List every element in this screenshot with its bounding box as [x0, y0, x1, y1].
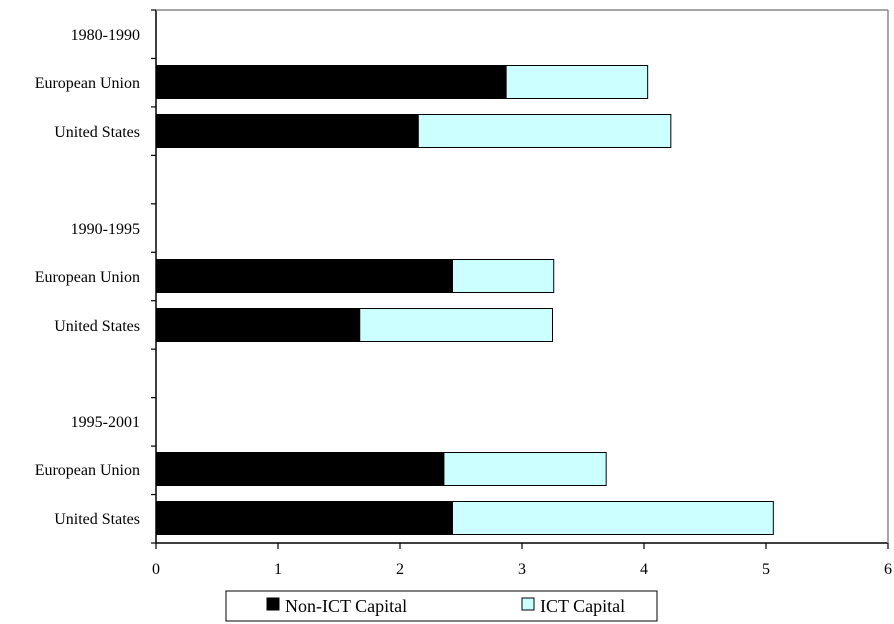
- group-label: 1990-1995: [71, 221, 140, 238]
- bars-layer: [156, 66, 773, 535]
- bar-segment: [444, 453, 606, 486]
- x-tick-label: 3: [518, 561, 526, 578]
- row-label: United States: [54, 511, 140, 528]
- row-label: European Union: [35, 462, 140, 479]
- bar-segment: [452, 260, 553, 293]
- bar-segment: [156, 260, 452, 293]
- legend-label: ICT Capital: [540, 596, 625, 616]
- legend-label: Non-ICT Capital: [285, 596, 407, 616]
- bar-segment: [360, 309, 553, 342]
- x-tick-label: 4: [640, 561, 648, 578]
- row-label: European Union: [35, 269, 140, 286]
- labels-layer: 1980-1990 European Union United States 1990…: [35, 27, 892, 578]
- row-label: United States: [54, 318, 140, 335]
- x-tick-label: 2: [396, 561, 404, 578]
- x-tick-label: 6: [884, 561, 892, 578]
- bar-segment: [156, 115, 418, 148]
- bar-segment: [156, 453, 444, 486]
- row-label: European Union: [35, 75, 140, 92]
- legend-swatch: [522, 598, 534, 610]
- bar-segment: [452, 502, 773, 535]
- x-tick-label: 1: [274, 561, 282, 578]
- x-tick-label: 0: [152, 561, 160, 578]
- x-tick-label: 5: [762, 561, 770, 578]
- legend: Non-ICT Capital ICT Capital: [226, 591, 657, 621]
- bar-segment: [506, 66, 648, 99]
- bar-segment: [156, 309, 360, 342]
- row-label: United States: [54, 124, 140, 141]
- group-label: 1995-2001: [71, 414, 140, 431]
- group-label: 1980-1990: [71, 27, 140, 44]
- bar-segment: [418, 115, 671, 148]
- bar-segment: [156, 66, 506, 99]
- bar-segment: [156, 502, 452, 535]
- legend-swatch: [267, 598, 279, 610]
